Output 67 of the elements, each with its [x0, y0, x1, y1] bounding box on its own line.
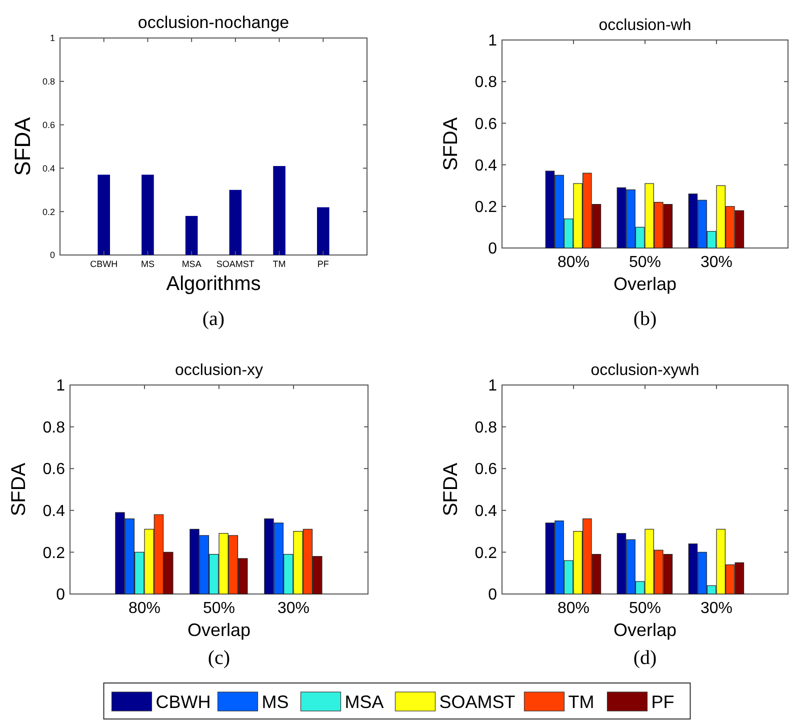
bar [317, 207, 330, 255]
chart-title: occlusion-wh [598, 17, 692, 34]
text: (b) [633, 308, 657, 330]
bar [142, 174, 154, 255]
text: (a) [202, 308, 225, 330]
y-tick-label: 0.2 [42, 206, 55, 217]
y-tick-label: 0 [56, 586, 66, 604]
y-tick-label: 0.4 [474, 503, 498, 520]
y-tick-label: 0 [50, 250, 55, 260]
chart-title: occlusion-nochange [138, 13, 290, 32]
y-tick-label: 0 [488, 586, 498, 604]
legend-label: TM [568, 692, 594, 712]
y-tick-label: 1 [488, 32, 498, 50]
x-tick-label: 30% [700, 254, 733, 271]
y-tick-label: 0 [488, 240, 498, 258]
legend-label: MS [262, 692, 289, 712]
x-tick-label: 30% [700, 600, 733, 617]
x-tick-label: SOAMST [216, 259, 255, 269]
chart-title: occlusion-xywh [590, 362, 700, 379]
x-tick-label: 80% [128, 600, 161, 617]
legend-label: PF [651, 692, 674, 712]
x-tick-label: MSA [182, 259, 202, 269]
x-tick-label: TM [272, 259, 286, 269]
y-tick-label: 0.4 [42, 503, 66, 520]
x-tick-label: PF [317, 259, 330, 269]
y-tick-label: 0.6 [42, 120, 55, 130]
x-tick-label: 50% [628, 254, 662, 271]
bar [185, 216, 198, 255]
y-axis-title: SFDA [8, 462, 30, 516]
text: (d) [633, 647, 657, 669]
y-tick-label: 0.8 [474, 74, 498, 92]
y-tick-label: 0.8 [42, 419, 66, 436]
legend-label: CBWH [156, 692, 211, 712]
x-tick-label: 80% [557, 254, 590, 271]
y-tick-label: 0.6 [474, 116, 498, 133]
y-tick-label: 1 [50, 33, 55, 44]
text: (c) [208, 647, 230, 669]
y-tick-label: 0.2 [42, 544, 66, 562]
y-tick-label: 0.4 [474, 157, 498, 174]
y-tick-label: 1 [56, 378, 66, 395]
y-axis-title: SFDA [440, 116, 462, 171]
y-tick-label: 0.6 [474, 461, 498, 478]
x-tick-label: 80% [557, 600, 590, 617]
x-tick-label: 50% [628, 600, 662, 617]
bar [273, 166, 286, 255]
chart-title: occlusion-xy [174, 362, 264, 379]
y-tick-label: 1 [488, 378, 498, 395]
y-tick-label: 0.8 [474, 419, 498, 436]
x-tick-label: CBWH [90, 259, 118, 269]
y-tick-label: 0.4 [42, 163, 55, 174]
x-tick-label: 30% [277, 600, 310, 617]
x-axis-title: Overlap [187, 620, 251, 640]
x-axis-title: Overlap [613, 274, 677, 294]
x-tick-label: 50% [202, 600, 236, 617]
y-tick-label: 0.2 [474, 544, 498, 562]
bar [229, 190, 242, 255]
y-tick-label: 0.8 [42, 76, 55, 87]
legend-label: SOAMST [439, 692, 516, 712]
y-axis-title: SFDA [440, 462, 462, 516]
x-tick-label: MS [140, 259, 154, 269]
y-tick-label: 0.2 [474, 199, 498, 216]
y-axis-title: SFDA [10, 116, 35, 176]
x-axis-title: Overlap [613, 620, 677, 640]
legend-label: MSA [344, 692, 384, 712]
y-tick-label: 0.6 [42, 461, 66, 478]
bar [98, 174, 110, 255]
x-axis-title: Algorithms [166, 273, 261, 295]
